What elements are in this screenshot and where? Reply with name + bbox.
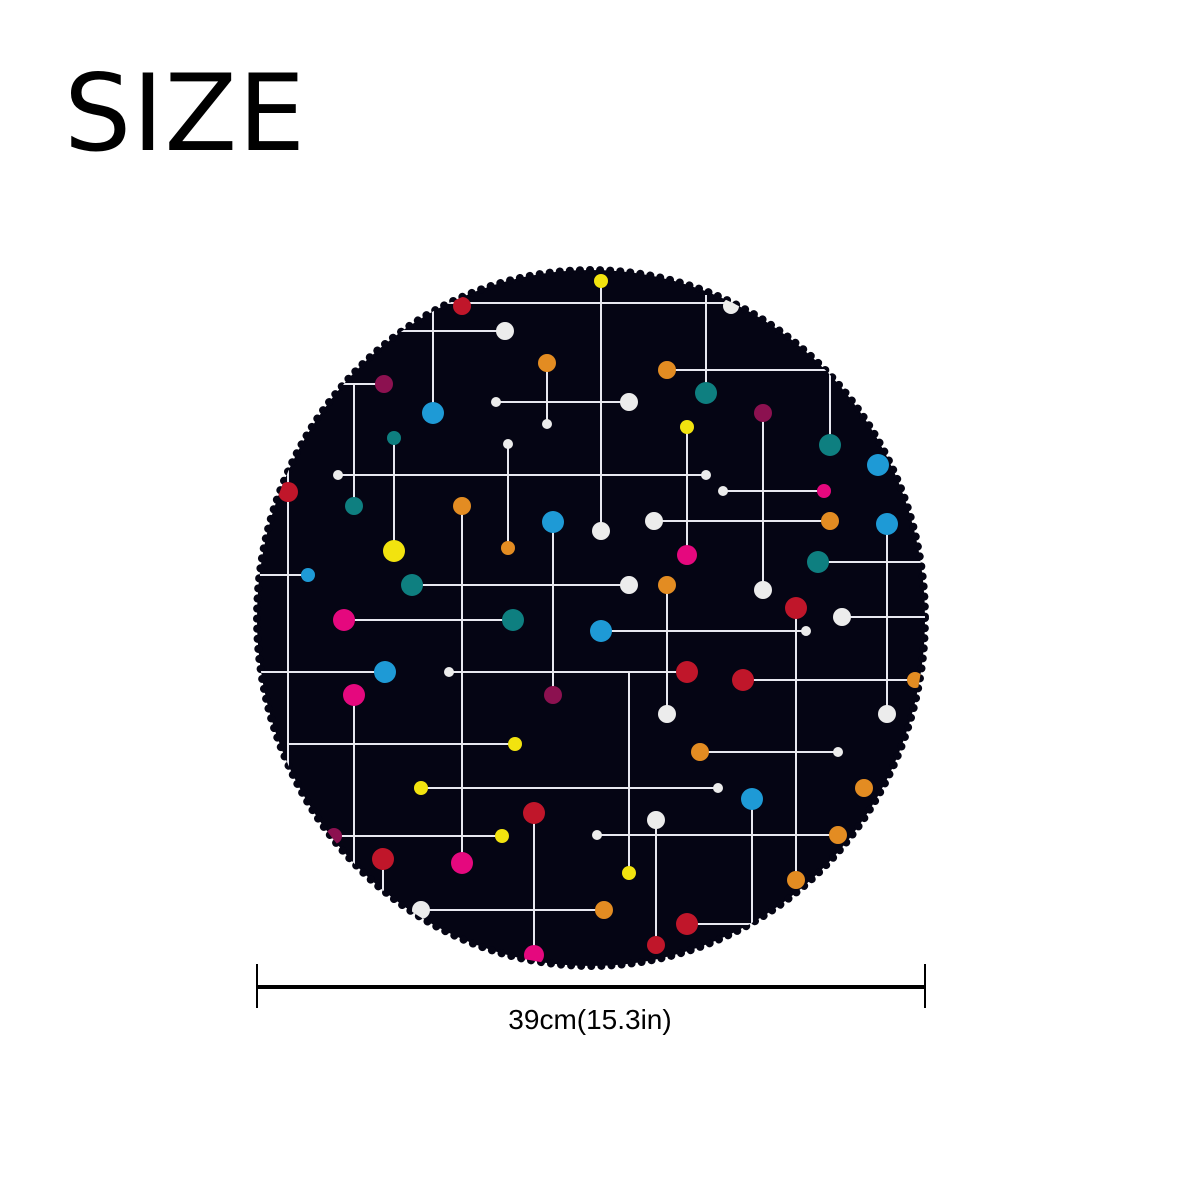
pattern-dot — [658, 576, 676, 594]
pattern-dot — [817, 484, 831, 498]
pattern-dot — [412, 901, 430, 919]
pattern-dot — [829, 826, 847, 844]
pattern-dot — [713, 783, 723, 793]
pattern-dot — [833, 747, 843, 757]
pattern-dot — [508, 737, 522, 751]
pattern-dot — [453, 497, 471, 515]
pattern-dot — [595, 901, 613, 919]
pattern-dot — [801, 626, 811, 636]
pattern-dot — [501, 541, 515, 555]
pattern-dot — [333, 470, 343, 480]
pattern-dot — [301, 568, 315, 582]
pattern-dot — [592, 522, 610, 540]
page-title: SIZE — [64, 52, 307, 175]
pattern-dot — [647, 936, 665, 954]
pattern-dot — [676, 661, 698, 683]
pattern-dot — [444, 667, 454, 677]
pattern-dot — [819, 434, 841, 456]
pattern-dot — [590, 620, 612, 642]
pattern-dot — [647, 811, 665, 829]
pattern-dot — [333, 609, 355, 631]
pattern-dot — [538, 354, 556, 372]
pattern-dot — [691, 743, 709, 761]
pattern-dot — [383, 540, 405, 562]
pattern-dot — [676, 913, 698, 935]
pattern-dot — [645, 512, 663, 530]
pattern-dot — [343, 684, 365, 706]
pattern-dot — [658, 705, 676, 723]
pattern-dot — [375, 375, 393, 393]
pattern-dot — [453, 297, 471, 315]
pattern-dot — [677, 545, 697, 565]
pattern-dot — [855, 779, 873, 797]
pattern-dot — [414, 781, 428, 795]
pattern-dot — [807, 551, 829, 573]
pattern-dot — [732, 669, 754, 691]
pattern-dot — [542, 511, 564, 533]
pattern-dot — [754, 404, 772, 422]
pattern-dot — [372, 848, 394, 870]
dot-line-pattern — [260, 274, 925, 965]
pattern-dot — [496, 322, 514, 340]
pattern-dot — [754, 581, 772, 599]
pattern-dot — [374, 661, 396, 683]
pattern-dot — [833, 608, 851, 626]
pattern-dot — [622, 866, 636, 880]
dimension-label: 39cm(15.3in) — [508, 1004, 672, 1035]
pattern-dot — [701, 470, 711, 480]
pattern-dot — [876, 513, 898, 535]
pattern-dot — [542, 419, 552, 429]
pattern-dot — [387, 431, 401, 445]
pattern-dot — [680, 420, 694, 434]
pattern-dot — [491, 397, 501, 407]
pattern-dot — [787, 871, 805, 889]
pattern-dot — [422, 402, 444, 424]
pattern-dot — [620, 393, 638, 411]
pattern-dot — [278, 482, 298, 502]
pattern-dot — [401, 574, 423, 596]
pattern-dot — [503, 439, 513, 449]
pattern-dot — [451, 852, 473, 874]
pattern-dot — [785, 597, 807, 619]
pattern-dot — [495, 829, 509, 843]
pattern-dot — [741, 788, 763, 810]
pattern-dot — [718, 486, 728, 496]
pattern-dot — [867, 454, 889, 476]
pattern-dot — [523, 802, 545, 824]
pattern-dot — [502, 609, 524, 631]
pattern-dot — [821, 512, 839, 530]
pattern-dot — [658, 361, 676, 379]
pattern-dot — [695, 382, 717, 404]
pattern-dot — [878, 705, 896, 723]
pattern-dot — [594, 274, 608, 288]
mat-scalloped-edge — [253, 266, 929, 970]
pattern-dot — [620, 576, 638, 594]
pattern-dot — [592, 830, 602, 840]
pattern-dot — [544, 686, 562, 704]
dimension-line — [256, 964, 926, 1008]
pattern-dot — [345, 497, 363, 515]
